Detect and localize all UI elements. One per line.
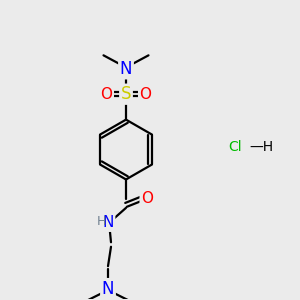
Text: H: H — [97, 215, 106, 228]
Text: —H: —H — [249, 140, 273, 154]
Text: N: N — [120, 60, 132, 78]
Text: N: N — [102, 280, 114, 298]
Text: O: O — [100, 87, 112, 102]
Text: N: N — [102, 215, 114, 230]
Text: S: S — [121, 85, 131, 103]
Text: Cl: Cl — [228, 140, 242, 154]
Text: N: N — [102, 215, 114, 230]
Text: O: O — [140, 87, 152, 102]
Text: O: O — [141, 191, 153, 206]
